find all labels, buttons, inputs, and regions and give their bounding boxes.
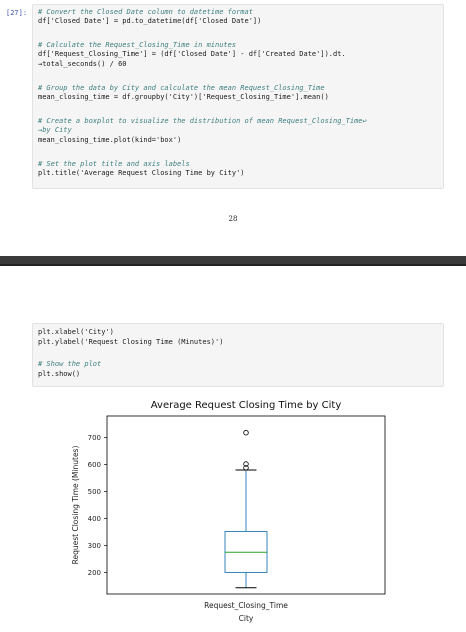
code-cell-1[interactable]: # Convert the Closed Date column to date…: [32, 4, 444, 189]
code-line: plt.xlabel('City'): [38, 328, 114, 336]
code-cell-2[interactable]: plt.xlabel('City') plt.ylabel('Request C…: [32, 323, 444, 387]
y-tick-label: 700: [88, 434, 101, 442]
page-separator: [0, 256, 466, 266]
notebook-page-bottom: plt.xlabel('City') plt.ylabel('Request C…: [0, 266, 466, 632]
code-line: df['Request_Closing_Time'] = (df['Closed…: [38, 50, 346, 58]
y-tick-label: 400: [88, 515, 101, 523]
code-line: →by City: [38, 126, 72, 134]
code-line: # Create a boxplot to visualize the dist…: [38, 117, 367, 125]
page-number: 28: [228, 215, 238, 223]
y-tick-label: 600: [88, 461, 101, 469]
code-line: # Calculate the Request_Closing_Time in …: [38, 41, 237, 49]
y-tick-label: 500: [88, 488, 101, 496]
code-line: df['Closed Date'] = pd.to_datetime(df['C…: [38, 17, 262, 25]
y-tick-label: 200: [88, 569, 101, 577]
box-group: [224, 430, 268, 589]
code-line: plt.ylabel('Request Closing Time (Minute…: [38, 338, 224, 346]
y-axis: 200 300 400 500 600 700: [88, 434, 107, 577]
code-line: # Show the plot: [38, 360, 102, 368]
code-line: # Set the plot title and axis labels: [38, 160, 190, 168]
outlier-point: [243, 430, 249, 436]
outlier-point: [243, 465, 249, 471]
cell-execution-prompt: [27]:: [6, 9, 28, 17]
code-line: # Group the data by City and calculate t…: [38, 84, 325, 92]
outlier-point: [243, 461, 249, 467]
notebook-page-top: [27]: # Convert the Closed Date column t…: [0, 0, 466, 256]
y-axis-label: Request Closing Time (Minutes): [71, 446, 80, 565]
x-tick-label: Request_Closing_Time: [204, 601, 288, 610]
code-line: plt.show(): [38, 370, 81, 378]
y-tick-label: 300: [88, 542, 101, 550]
code-line: plt.title('Average Request Closing Time …: [38, 169, 245, 177]
code-line: mean_closing_time.plot(kind='box'): [38, 136, 182, 144]
code-line: →total_seconds() / 60: [38, 60, 127, 68]
code-line: # Convert the Closed Date column to date…: [38, 8, 253, 16]
plot-frame: [106, 415, 386, 595]
boxplot-chart: Average Request Closing Time by City 200…: [71, 400, 386, 623]
x-axis-label: City: [239, 614, 254, 623]
code-line: mean_closing_time = df.groupby('City')['…: [38, 93, 329, 101]
chart-title: Average Request Closing Time by City: [151, 400, 342, 411]
